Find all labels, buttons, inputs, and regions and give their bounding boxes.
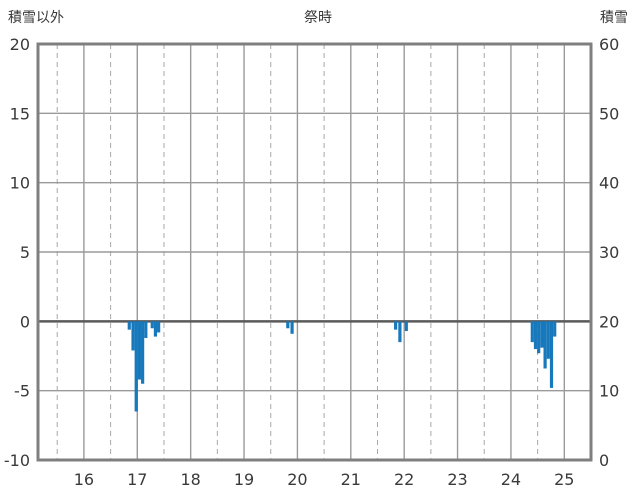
bar [157,321,161,333]
right-axis-tick-label: 30 [599,243,619,262]
bar [553,321,557,337]
left-axis-tick-label: 5 [20,243,30,262]
bar [404,321,408,332]
x-axis-tick-label: 18 [180,470,200,489]
right-axis-tick-label: 50 [599,104,619,123]
right-axis-tick-label: 60 [599,35,619,54]
bar [153,321,158,337]
x-axis-tick-label: 24 [501,470,521,489]
bar [537,321,541,354]
bar [144,321,148,338]
left-axis-tick-label: -10 [4,451,30,470]
bar [290,321,294,334]
bar [546,321,550,359]
plot-border [36,42,593,462]
bar [286,321,290,329]
x-axis-tick-label: 25 [554,470,574,489]
x-axis-tick-label: 21 [341,470,361,489]
bar [131,321,135,351]
bar [134,321,138,412]
x-axis-tick-label: 17 [127,470,147,489]
bar [549,321,554,388]
bar [540,321,544,348]
bar [533,321,538,350]
right-axis-title: 積雪 [600,10,628,26]
left-axis-tick-label: 10 [10,174,30,193]
x-axis-tick-label: 22 [394,470,414,489]
left-axis-tick-label: 15 [10,104,30,123]
left-axis-tick-label: -5 [14,382,30,401]
x-axis-tick-label: 23 [447,470,467,489]
bar [394,321,398,330]
left-axis-tick-label: 20 [10,35,30,54]
bar [141,321,145,384]
x-axis-tick-label: 19 [234,470,254,489]
chart-title: 祭時 [304,10,332,26]
right-axis-tick-label: 20 [599,312,619,331]
bar [137,321,142,380]
bar [150,321,154,329]
right-axis-tick-label: 10 [599,382,619,401]
x-axis-tick-label: 20 [287,470,307,489]
bar [398,321,402,343]
bar [530,321,534,343]
right-axis-tick-label: 0 [599,451,609,470]
right-axis-tick-label: 40 [599,174,619,193]
x-axis-tick-label: 16 [74,470,94,489]
bar [543,321,547,369]
left-axis-tick-label: 0 [20,312,30,331]
bar [127,321,131,330]
left-axis-title: 積雪以外 [8,10,64,26]
